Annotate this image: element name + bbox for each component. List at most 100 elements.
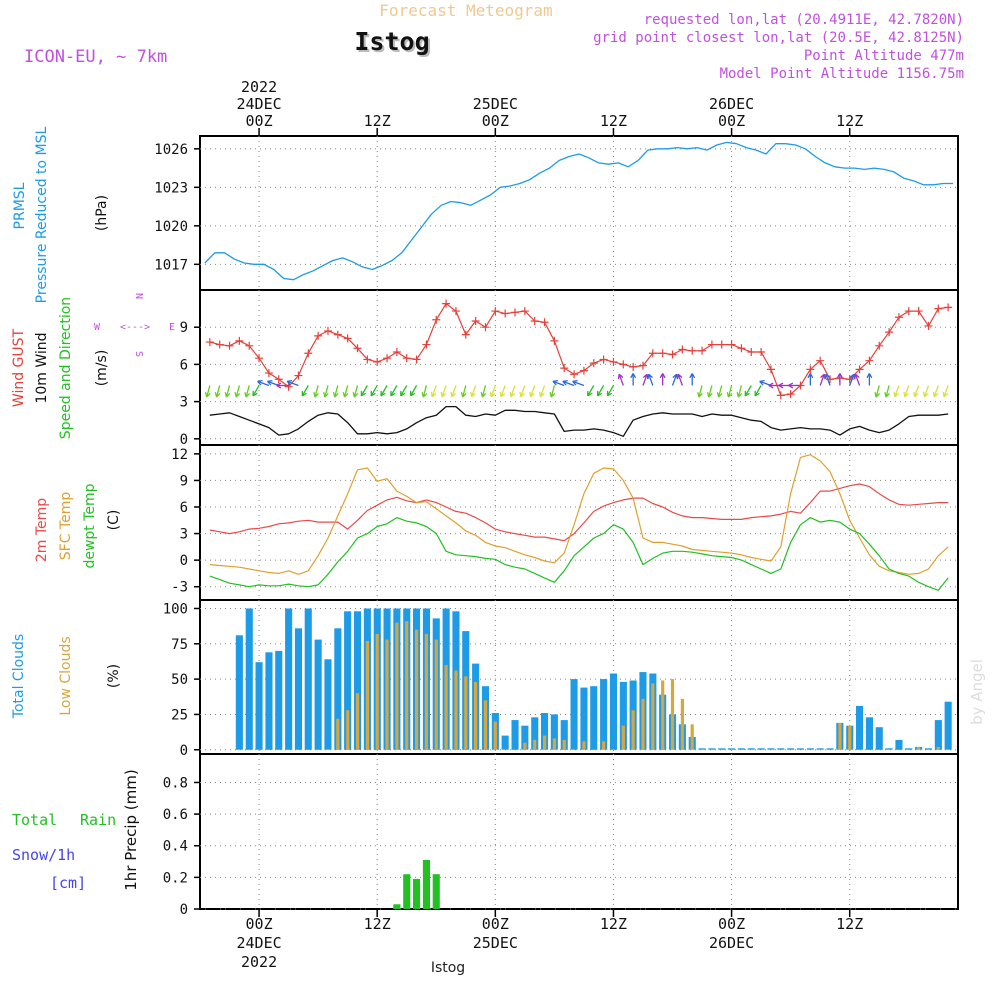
wind-direction-arrowhead	[266, 379, 273, 386]
wind-unit-label: (m/s)	[94, 350, 110, 387]
rain-bar	[403, 874, 411, 909]
y-tick-label: 1026	[154, 142, 188, 158]
wind-direction-arrowhead	[301, 390, 307, 397]
wind-direction-arrow	[737, 385, 743, 398]
wind-direction-arrowhead	[676, 373, 683, 380]
bottom-time-label: 00Z	[718, 915, 745, 933]
y-tick-label: 6	[180, 357, 188, 373]
low-clouds-bar	[680, 698, 684, 750]
wind-direction-arrowhead	[430, 391, 437, 398]
total-clouds-bar	[255, 662, 263, 750]
total-clouds-bar	[600, 679, 608, 750]
wind-direction-arrow	[500, 385, 506, 397]
low-clouds-bar	[454, 670, 458, 750]
gust-marker	[737, 344, 746, 353]
wind-direction-arrowhead	[778, 382, 784, 389]
wind-direction-arrow	[529, 385, 536, 397]
gust-marker	[707, 340, 716, 349]
gust-marker	[274, 375, 283, 384]
low-clouds-bar	[336, 718, 340, 750]
low-clouds-bar	[543, 735, 547, 750]
total-clouds-bar	[875, 727, 883, 750]
gust-marker	[215, 340, 224, 349]
gust-marker	[225, 341, 234, 350]
gust-marker	[619, 360, 628, 369]
total-clouds-bar	[501, 735, 509, 750]
total-clouds-bar	[354, 611, 362, 750]
gust-marker	[786, 390, 795, 399]
top-time-label: 2022	[241, 78, 277, 96]
temp-2m-line	[209, 483, 949, 542]
low-clouds-bar	[552, 738, 556, 750]
y-tick-label: 50	[171, 672, 188, 688]
total-clouds-bar	[560, 720, 568, 750]
gust-marker	[698, 346, 707, 355]
wind-direction-arrow	[462, 385, 467, 398]
low-clouds-bar	[602, 741, 606, 750]
total-clouds-bar	[344, 611, 352, 750]
top-time-label: 25DEC	[473, 95, 518, 113]
gust-marker	[511, 308, 520, 317]
wind-direction-arrow	[904, 385, 910, 397]
total-clouds-bar	[570, 679, 578, 750]
y-tick-label: 6	[180, 500, 188, 516]
wind-direction-arrowhead	[942, 391, 949, 398]
gust-marker	[914, 307, 923, 316]
wind-direction-arrowhead	[480, 392, 487, 398]
cloud-panel-frame	[199, 599, 959, 755]
wind-direction-arrowhead	[587, 390, 593, 397]
total-clouds-bar	[924, 748, 932, 750]
total-clouds-bar	[580, 687, 588, 750]
rain-bar	[422, 860, 430, 909]
y-tick-label: 12	[171, 447, 188, 463]
gust-marker	[560, 364, 569, 373]
total-clouds-bar	[767, 748, 775, 750]
gust-marker	[934, 304, 943, 313]
forecast-title: Forecast Meteogram	[379, 1, 552, 20]
pressure-unit-label: (hPa)	[94, 195, 110, 231]
low-clouds-bar	[936, 746, 940, 750]
prmsl-label: PRMSL	[12, 182, 28, 229]
wind-direction-arrow	[235, 385, 241, 398]
total-clouds-bar	[826, 748, 834, 750]
requested-coords: requested lon,lat (20.4911E, 42.7820N)	[644, 12, 964, 28]
wind-direction-arrowhead	[252, 390, 258, 397]
wind-direction-arrow	[390, 385, 398, 397]
wind-direction-arrow	[441, 385, 447, 397]
top-time-label: 12Z	[836, 112, 863, 130]
footer-station: Istog	[431, 960, 465, 976]
wind-direction-arrowhead	[596, 390, 603, 397]
total-clouds-bar	[905, 748, 913, 750]
gust-marker	[550, 336, 559, 345]
total-clouds-bar	[865, 717, 873, 750]
gust-marker	[284, 382, 293, 391]
gust-marker	[747, 348, 756, 356]
wind-speed-dir-label: Speed and Direction	[58, 297, 74, 439]
low-clouds-bar	[464, 676, 468, 750]
wind-direction-arrow	[225, 385, 231, 398]
wind-direction-arrow	[744, 385, 752, 397]
wind-direction-arrow	[885, 385, 890, 398]
wind-direction-arrowhead	[552, 379, 558, 386]
gust-marker	[432, 315, 441, 324]
point-altitude: Point Altitude 477m	[804, 48, 964, 64]
precip-unit-label: 1hr Precip (mm)	[122, 769, 140, 890]
grid-lines	[200, 136, 958, 910]
y-tick-label: 0	[180, 432, 188, 448]
wind-direction-arrow	[451, 385, 457, 397]
wind-direction-arrowhead	[421, 392, 428, 398]
low-clouds-bar	[434, 639, 438, 750]
wind-direction-arrowhead	[716, 392, 723, 398]
bottom-time-label: 00Z	[246, 915, 273, 933]
wind-direction-arrow	[470, 385, 477, 397]
total-clouds-bar	[747, 748, 755, 750]
wind-direction-arrowhead	[489, 391, 496, 398]
wind-direction-arrowhead	[539, 391, 545, 398]
total-clouds-bar	[550, 714, 558, 750]
data-marks	[200, 141, 958, 910]
top-time-label: 26DEC	[709, 95, 754, 113]
gust-marker	[806, 365, 815, 374]
gust-marker	[235, 336, 244, 345]
wind-direction-arrowhead	[768, 382, 774, 389]
wind-direction-arrow	[550, 385, 556, 398]
